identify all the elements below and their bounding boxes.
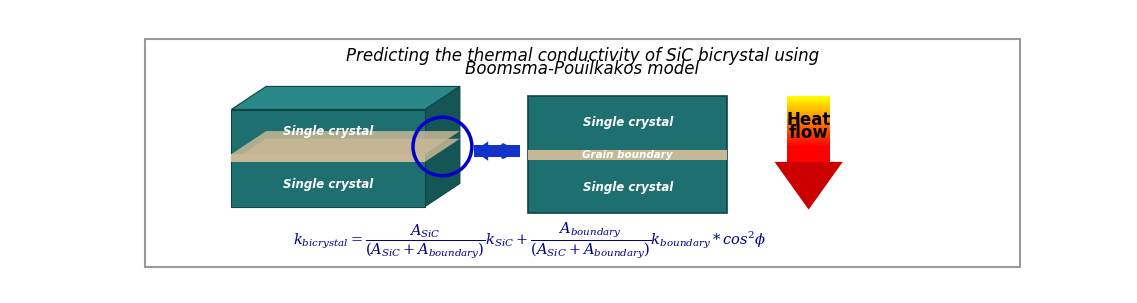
- Bar: [787, 110, 830, 112]
- Bar: [528, 96, 728, 213]
- Bar: [787, 164, 830, 166]
- Bar: [787, 145, 830, 146]
- Bar: [787, 129, 830, 131]
- Bar: [787, 143, 830, 145]
- Text: Boomsma-Pouilkakos model: Boomsma-Pouilkakos model: [465, 60, 699, 78]
- Bar: [787, 105, 830, 107]
- Bar: [528, 150, 728, 160]
- Bar: [787, 148, 830, 150]
- Bar: [787, 140, 830, 142]
- Bar: [787, 146, 830, 147]
- Bar: [787, 117, 830, 118]
- Bar: [787, 127, 830, 129]
- Bar: [787, 150, 830, 152]
- Bar: [787, 111, 830, 113]
- Bar: [474, 145, 521, 157]
- Bar: [787, 125, 830, 126]
- Bar: [787, 119, 830, 121]
- Bar: [787, 116, 830, 117]
- Bar: [787, 160, 830, 161]
- Bar: [787, 147, 830, 148]
- Bar: [787, 138, 830, 139]
- Polygon shape: [425, 86, 459, 207]
- Bar: [787, 154, 830, 155]
- Bar: [787, 101, 830, 102]
- Bar: [787, 126, 830, 128]
- Text: $k_{bicrystal} = \dfrac{A_{SiC}}{(A_{SiC}+A_{boundary})}k_{SiC} + \dfrac{A_{boun: $k_{bicrystal} = \dfrac{A_{SiC}}{(A_{SiC…: [293, 220, 766, 261]
- Polygon shape: [231, 131, 459, 154]
- Bar: [787, 104, 830, 106]
- Bar: [787, 134, 830, 136]
- Bar: [787, 149, 830, 151]
- Bar: [787, 158, 830, 160]
- Text: Single crystal: Single crystal: [582, 116, 673, 129]
- Bar: [787, 136, 830, 138]
- Polygon shape: [231, 139, 459, 162]
- Bar: [787, 156, 830, 158]
- Bar: [787, 96, 830, 98]
- Bar: [787, 157, 830, 159]
- Bar: [787, 131, 830, 132]
- Bar: [787, 118, 830, 119]
- Bar: [787, 97, 830, 99]
- Bar: [787, 133, 830, 135]
- Bar: [787, 109, 830, 110]
- Bar: [231, 154, 425, 162]
- Bar: [787, 102, 830, 103]
- Bar: [787, 132, 830, 133]
- Text: Single crystal: Single crystal: [283, 178, 373, 191]
- Bar: [787, 106, 830, 108]
- Text: Grain boundary: Grain boundary: [582, 150, 673, 160]
- Bar: [787, 124, 830, 125]
- Polygon shape: [774, 162, 843, 210]
- Text: Single crystal: Single crystal: [582, 181, 673, 194]
- Bar: [787, 98, 830, 100]
- Bar: [787, 120, 830, 122]
- Bar: [787, 142, 830, 144]
- Bar: [787, 135, 830, 137]
- Bar: [787, 122, 830, 123]
- Polygon shape: [474, 142, 488, 161]
- Bar: [787, 103, 830, 105]
- Bar: [787, 139, 830, 140]
- Bar: [787, 152, 830, 153]
- Bar: [231, 109, 425, 207]
- Bar: [787, 113, 830, 115]
- Bar: [787, 161, 830, 162]
- Bar: [787, 162, 830, 163]
- Bar: [787, 123, 830, 124]
- Bar: [787, 115, 830, 116]
- Bar: [787, 99, 830, 101]
- Bar: [787, 153, 830, 154]
- Bar: [787, 155, 830, 156]
- Text: Heat: Heat: [787, 111, 831, 128]
- Bar: [787, 163, 830, 165]
- Bar: [787, 108, 830, 109]
- Text: Single crystal: Single crystal: [283, 125, 373, 138]
- Bar: [787, 128, 830, 130]
- Text: Predicting the thermal conductivity of SiC bicrystal using: Predicting the thermal conductivity of S…: [346, 47, 819, 65]
- Bar: [787, 112, 830, 114]
- Bar: [787, 141, 830, 143]
- Text: flow: flow: [789, 124, 829, 142]
- Polygon shape: [231, 86, 459, 109]
